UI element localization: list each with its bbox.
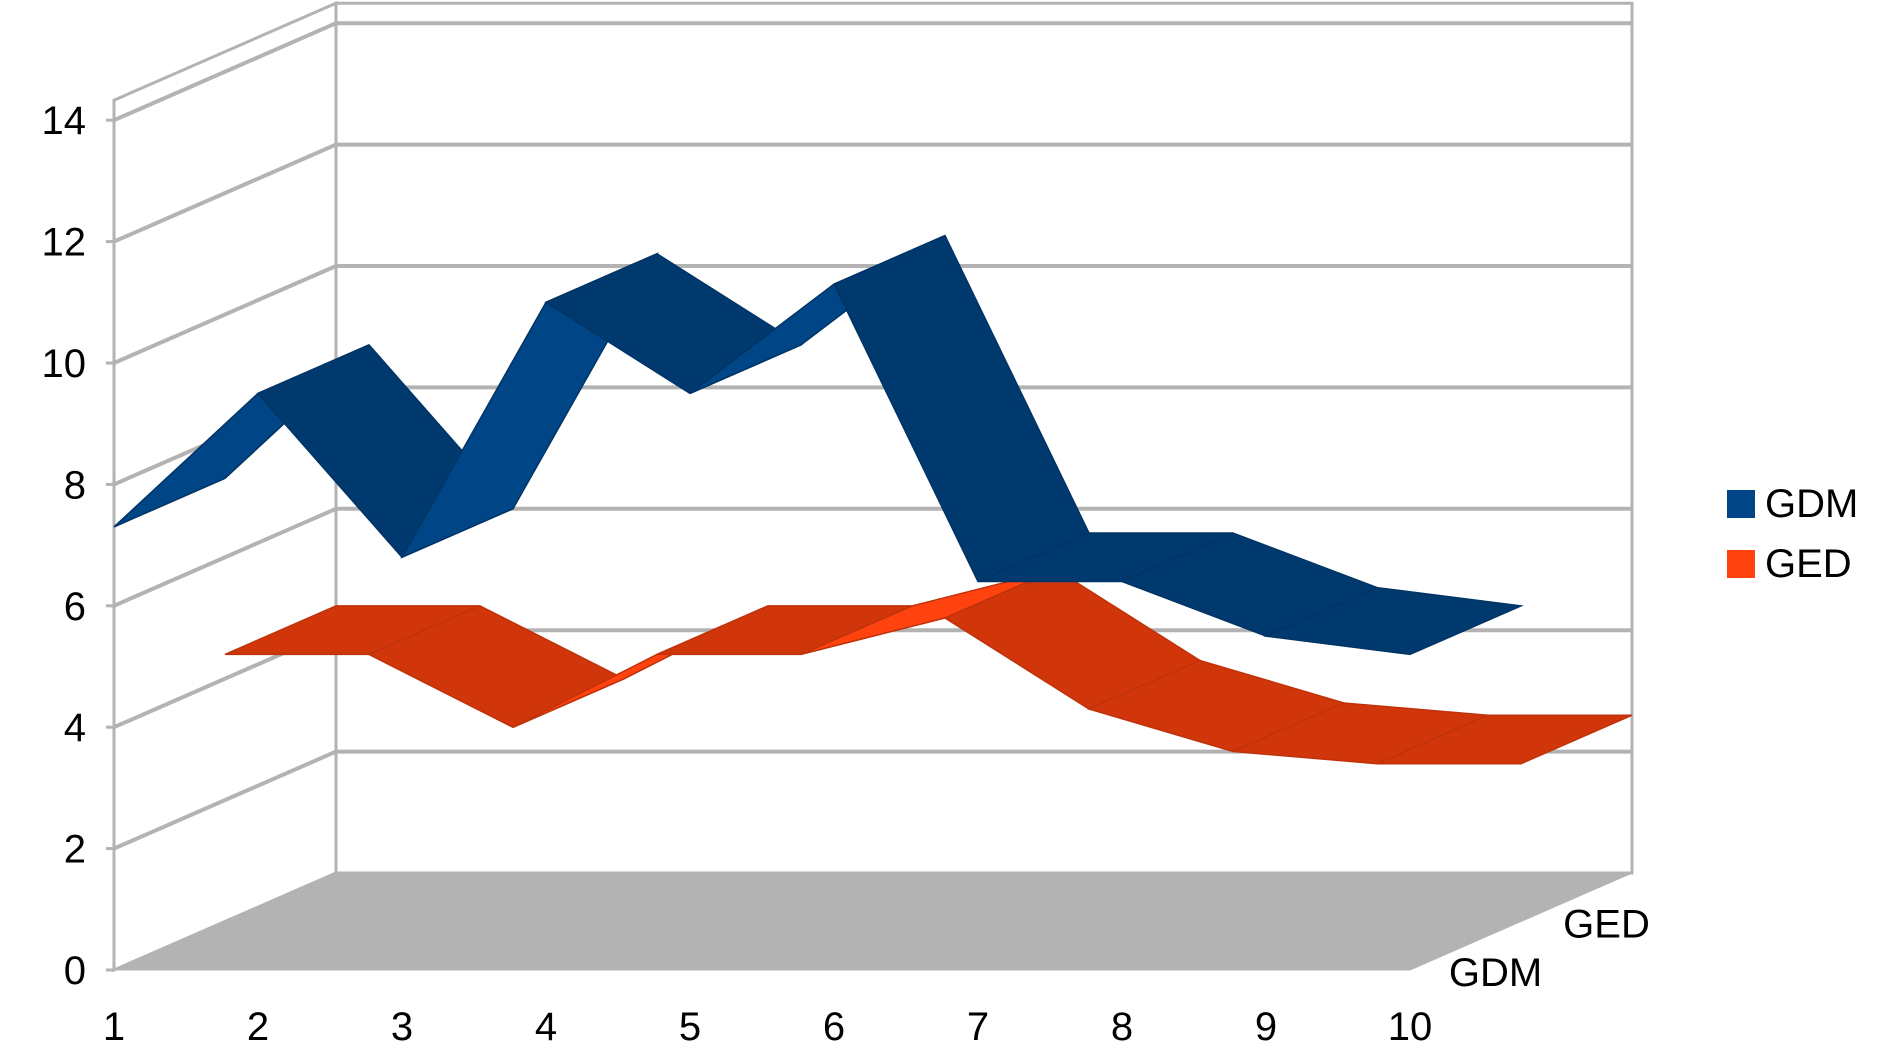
x-tick-label: 3 (391, 1005, 413, 1049)
y-tick-label: 12 (42, 221, 87, 265)
y-tick-label: 4 (64, 706, 86, 750)
side-gridline (113, 749, 337, 851)
legend-label: GDM (1765, 482, 1858, 526)
y-tick-label: 14 (42, 99, 87, 143)
y-tick-label: 8 (64, 463, 86, 507)
y-tick-label: 0 (64, 949, 86, 993)
y-axis: 0 2 4 6 8 10 12 14 (42, 99, 114, 993)
y-tick-label: 10 (42, 342, 87, 386)
x-tick-label: 5 (679, 1005, 701, 1049)
x-tick-label: 6 (823, 1005, 845, 1049)
x-tick-label: 10 (1388, 1005, 1433, 1049)
side-gridline (113, 21, 337, 123)
legend-label: GED (1765, 542, 1852, 586)
side-gridline (113, 142, 337, 244)
depth-label: GED (1563, 902, 1650, 946)
side-gridline (113, 264, 337, 365)
legend-swatch (1727, 490, 1755, 518)
legend: GDM GED (1727, 482, 1858, 586)
x-tick-label: 9 (1255, 1005, 1277, 1049)
x-tick-label: 8 (1111, 1005, 1133, 1049)
floor (113, 872, 1633, 971)
y-tick-label: 2 (64, 828, 86, 872)
x-axis: 1 2 3 4 5 6 7 8 9 10 (103, 1005, 1432, 1049)
chart-floor (113, 872, 1633, 971)
x-tick-label: 7 (967, 1005, 989, 1049)
data-ribbons (113, 234, 1633, 765)
depth-label: GDM (1449, 951, 1542, 995)
side-wall (112, 0, 338, 973)
legend-swatch (1727, 550, 1755, 578)
x-tick-label: 2 (247, 1005, 269, 1049)
depth-axis: GDM GED (1449, 902, 1650, 995)
x-tick-label: 4 (535, 1005, 557, 1049)
y-tick-label: 6 (64, 585, 86, 629)
side-gridline (113, 506, 337, 608)
ribbon-segment (1263, 586, 1524, 656)
x-tick-label: 1 (103, 1005, 125, 1049)
ribbon-segment (1376, 714, 1633, 765)
